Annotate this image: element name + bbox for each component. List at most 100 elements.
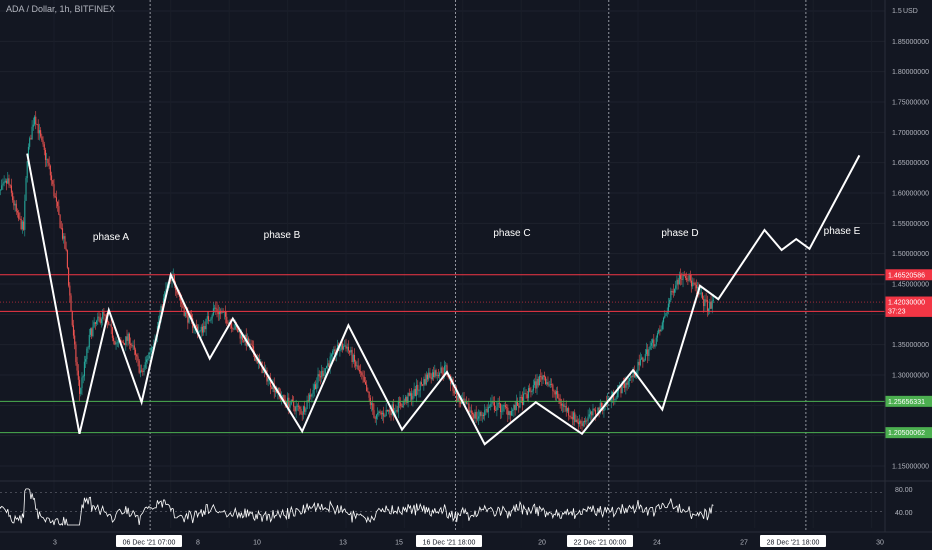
candle-body[interactable] xyxy=(15,203,17,212)
candle-body[interactable] xyxy=(524,393,526,395)
candle-body[interactable] xyxy=(301,413,303,415)
candle-body[interactable] xyxy=(654,344,656,347)
candle-body[interactable] xyxy=(190,315,193,319)
candle-body[interactable] xyxy=(207,316,210,321)
candle-body[interactable] xyxy=(290,399,292,405)
candle-body[interactable] xyxy=(411,393,413,400)
candle-body[interactable] xyxy=(226,316,228,324)
candle-body[interactable] xyxy=(626,382,628,385)
candle-body[interactable] xyxy=(379,411,381,413)
candle-body[interactable] xyxy=(341,343,343,350)
candle-body[interactable] xyxy=(299,406,301,409)
candle-body[interactable] xyxy=(441,367,443,374)
candle-body[interactable] xyxy=(690,280,693,287)
candle-body[interactable] xyxy=(43,144,45,150)
candle-body[interactable] xyxy=(364,381,367,385)
candle-body[interactable] xyxy=(553,390,555,392)
candle-body[interactable] xyxy=(412,396,414,400)
candle-body[interactable] xyxy=(132,345,134,347)
candle-body[interactable] xyxy=(709,301,711,309)
candle-body[interactable] xyxy=(76,362,78,371)
candle-body[interactable] xyxy=(353,355,356,362)
candle-body[interactable] xyxy=(563,404,565,407)
candle-body[interactable] xyxy=(110,324,112,328)
candle-body[interactable] xyxy=(71,311,73,326)
candle-body[interactable] xyxy=(642,357,644,362)
candle-body[interactable] xyxy=(645,349,648,355)
candle-body[interactable] xyxy=(675,285,677,289)
candle-body[interactable] xyxy=(44,149,47,160)
candle-body[interactable] xyxy=(547,382,549,386)
candle-body[interactable] xyxy=(327,363,329,367)
candle-body[interactable] xyxy=(254,354,256,361)
candle-body[interactable] xyxy=(426,374,429,380)
candle-body[interactable] xyxy=(366,384,368,392)
candle-body[interactable] xyxy=(515,400,517,411)
candle-body[interactable] xyxy=(473,414,475,419)
candle-body[interactable] xyxy=(250,343,252,346)
candle-body[interactable] xyxy=(63,236,65,239)
candle-body[interactable] xyxy=(80,388,82,394)
candle-body[interactable] xyxy=(313,384,315,391)
candle-body[interactable] xyxy=(216,308,218,312)
candle-body[interactable] xyxy=(248,338,250,346)
candle-body[interactable] xyxy=(454,389,457,394)
candle-body[interactable] xyxy=(582,421,584,426)
candle-body[interactable] xyxy=(58,206,60,215)
candle-body[interactable] xyxy=(610,397,612,402)
candle-body[interactable] xyxy=(552,384,554,391)
candle-body[interactable] xyxy=(102,310,104,319)
candle-body[interactable] xyxy=(317,374,319,383)
candle-body[interactable] xyxy=(419,382,421,391)
candle-body[interactable] xyxy=(673,288,676,293)
candle-body[interactable] xyxy=(40,130,42,137)
candle-body[interactable] xyxy=(150,347,152,353)
candle-body[interactable] xyxy=(165,289,167,293)
candle-body[interactable] xyxy=(136,354,138,357)
candle-body[interactable] xyxy=(497,402,499,408)
candle-body[interactable] xyxy=(98,316,100,318)
candle-body[interactable] xyxy=(436,375,438,376)
candle-body[interactable] xyxy=(520,397,522,398)
candle-body[interactable] xyxy=(255,357,257,361)
candle-body[interactable] xyxy=(203,326,205,333)
candle-body[interactable] xyxy=(402,400,404,408)
candle-body[interactable] xyxy=(340,343,342,351)
candle-body[interactable] xyxy=(215,307,217,309)
candle-body[interactable] xyxy=(124,343,126,346)
candle-body[interactable] xyxy=(655,337,657,345)
candle-body[interactable] xyxy=(234,323,236,329)
candle-body[interactable] xyxy=(504,405,506,408)
candle-body[interactable] xyxy=(267,378,269,382)
candle-body[interactable] xyxy=(29,138,31,147)
candle-body[interactable] xyxy=(173,275,175,285)
candle-body[interactable] xyxy=(233,328,235,330)
candle-body[interactable] xyxy=(362,375,364,377)
candle-body[interactable] xyxy=(476,418,478,420)
candle-body[interactable] xyxy=(134,349,137,355)
candle-body[interactable] xyxy=(429,372,431,378)
candle-body[interactable] xyxy=(628,377,631,382)
candle-body[interactable] xyxy=(487,406,489,413)
candle-body[interactable] xyxy=(585,420,587,423)
candle-body[interactable] xyxy=(562,404,564,406)
candle-body[interactable] xyxy=(523,393,525,405)
candle-body[interactable] xyxy=(711,300,713,309)
candle-body[interactable] xyxy=(401,406,403,408)
candle-body[interactable] xyxy=(371,403,373,405)
candle-body[interactable] xyxy=(312,390,314,394)
candle-body[interactable] xyxy=(33,116,36,125)
candle-body[interactable] xyxy=(407,393,409,403)
candle-body[interactable] xyxy=(82,376,84,378)
candle-body[interactable] xyxy=(14,203,16,206)
candle-body[interactable] xyxy=(188,313,190,323)
candle-body[interactable] xyxy=(650,342,652,346)
candle-body[interactable] xyxy=(122,342,124,344)
candle-body[interactable] xyxy=(60,227,62,229)
candle-body[interactable] xyxy=(144,362,146,368)
candle-body[interactable] xyxy=(232,328,234,330)
candle-body[interactable] xyxy=(580,420,582,424)
candle-body[interactable] xyxy=(273,383,275,393)
candle-body[interactable] xyxy=(355,361,357,367)
candle-body[interactable] xyxy=(659,329,661,332)
